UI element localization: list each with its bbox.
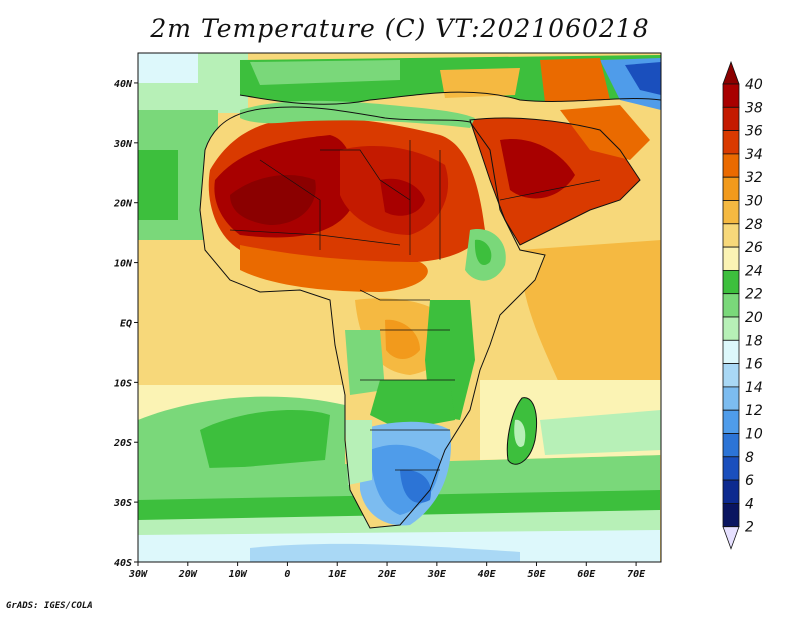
country-borders [229,140,601,471]
colorbar-label: 38 [745,100,763,116]
colorbar-label: 36 [745,124,763,140]
map-field [138,53,661,562]
europe-coastline [239,91,661,105]
africa-coastline [199,106,546,529]
colorbar-label: 6 [745,473,754,489]
colorbar-label: 8 [745,450,754,466]
colorbar-swatch [722,363,740,388]
lat-tick-label: 30N [113,139,133,150]
colorbar-swatch [722,153,740,178]
colorbar-swatch [722,293,740,318]
lat-tick-label: EQ [120,318,132,329]
lon-tick-label: 60E [577,569,596,580]
colorbar-label: 22 [745,287,763,303]
lon-tick-label: 50E [527,569,546,580]
indian-ocean-orange [520,240,661,385]
grads-credit: GrADS: IGES/COLA [6,601,93,611]
colorbar-swatch [722,106,740,132]
lon-tick-label: 70E [627,569,646,580]
colorbar-swatch [722,386,740,411]
colorbar-top-arrow [722,60,740,85]
colorbar-label: 34 [745,147,763,163]
colorbar-swatch [722,433,740,458]
colorbar-swatch [722,176,740,201]
colorbar-swatch [722,316,740,341]
colorbar-swatch [722,246,740,271]
colorbar-label: 40 [745,77,763,93]
lon-tick-label: 20W [178,569,198,580]
lat-tick-label: 30S [113,498,132,509]
colorbar-label: 24 [745,263,763,279]
lon-tick-label: 30W [128,569,148,580]
arabia-coastline [469,117,641,246]
latitude-axis: 40N 30N 20N 10N EQ 10S 20S 30S 40S [113,79,138,569]
colorbar-swatch [722,479,740,504]
colorbar-label: 30 [745,194,763,210]
lon-tick-label: 20E [377,569,397,580]
lat-tick-label: 20N [113,199,133,210]
colorbar-bottom-arrow [722,526,740,550]
lon-tick-label: 10E [328,569,347,580]
colorbar-label: 4 [745,496,754,512]
madagascar-coastline [506,397,537,465]
lon-tick-label: 10W [229,569,248,580]
lat-tick-label: 10N [114,259,133,270]
lat-tick-label: 40N [114,79,133,90]
lon-tick-label: 40E [478,569,497,580]
longitude-axis: 30W 20W 10W 0 10E 20E 30E 40E 50E 60E 70E [128,562,646,580]
colorbar-swatch [722,502,740,528]
colorbar-label: 18 [745,333,763,349]
colorbar-swatch [722,269,740,295]
lat-tick-label: 20S [113,438,132,449]
lat-tick-label: 40S [114,558,132,569]
colorbar-label: 20 [745,310,763,326]
lon-tick-label: 30E [427,569,447,580]
colorbar-swatch [722,130,740,155]
colorbar-swatch [722,456,740,481]
colorbar-label: 26 [745,240,763,256]
map-frame [137,52,662,563]
colorbar-swatch [722,83,740,108]
colorbar-label: 12 [745,403,763,419]
colorbar-swatch [722,223,740,248]
colorbar-swatch [722,409,740,434]
colorbar-label: 16 [745,357,763,373]
map-title: 2m Temperature (C) VT:2021060218 [150,14,650,43]
lat-tick-label: 10S [114,378,132,389]
lon-tick-label: 0 [284,569,290,580]
colorbar-label: 14 [745,380,763,396]
colorbar-swatch [722,339,740,364]
colorbar: 40 38 36 34 32 30 28 26 24 22 20 18 16 14 12 10 8 6 4 2 [722,60,763,550]
colorbar-swatch [722,200,740,225]
colorbar-label: 10 [745,427,763,443]
colorbar-label: 28 [745,217,763,233]
colorbar-label: 2 [745,520,754,536]
colorbar-label: 32 [745,170,763,186]
